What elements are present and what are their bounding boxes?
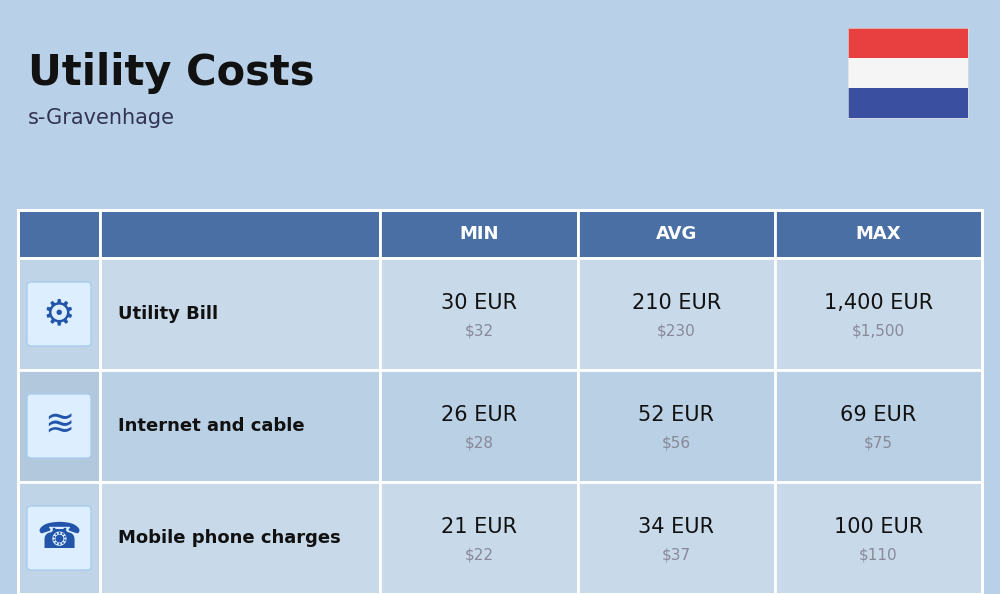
Bar — [578, 258, 775, 370]
Text: Mobile phone charges: Mobile phone charges — [118, 529, 341, 547]
Bar — [848, 88, 968, 118]
Text: 34 EUR: 34 EUR — [639, 517, 714, 537]
Bar — [18, 258, 100, 370]
Bar — [848, 28, 968, 58]
Text: 210 EUR: 210 EUR — [632, 293, 721, 313]
Text: Utility Bill: Utility Bill — [118, 305, 218, 323]
Text: MAX: MAX — [856, 225, 901, 243]
Text: $56: $56 — [662, 435, 691, 450]
Text: 1,400 EUR: 1,400 EUR — [824, 293, 933, 313]
Bar — [18, 370, 100, 482]
FancyBboxPatch shape — [27, 394, 91, 458]
Text: 26 EUR: 26 EUR — [441, 405, 517, 425]
Bar — [578, 370, 775, 482]
Text: $22: $22 — [464, 547, 494, 563]
Bar — [848, 58, 968, 88]
Text: Utility Costs: Utility Costs — [28, 52, 314, 94]
Bar — [848, 28, 968, 118]
Bar — [380, 210, 578, 258]
Text: ☎: ☎ — [36, 521, 82, 555]
Text: $28: $28 — [464, 435, 494, 450]
Bar — [775, 370, 982, 482]
FancyBboxPatch shape — [27, 282, 91, 346]
Bar — [100, 258, 380, 370]
Text: 52 EUR: 52 EUR — [639, 405, 714, 425]
Bar — [578, 210, 775, 258]
Bar — [380, 258, 578, 370]
Bar — [100, 370, 380, 482]
Bar — [18, 210, 100, 258]
Text: s-Gravenhage: s-Gravenhage — [28, 108, 175, 128]
Text: 69 EUR: 69 EUR — [840, 405, 917, 425]
Bar — [18, 210, 982, 594]
FancyBboxPatch shape — [27, 506, 91, 570]
Text: AVG: AVG — [656, 225, 697, 243]
Bar — [380, 370, 578, 482]
Bar — [775, 210, 982, 258]
Text: 100 EUR: 100 EUR — [834, 517, 923, 537]
Text: $230: $230 — [657, 323, 696, 339]
Text: $75: $75 — [864, 435, 893, 450]
Text: $1,500: $1,500 — [852, 323, 905, 339]
Bar — [100, 482, 380, 594]
Bar — [380, 482, 578, 594]
Text: 30 EUR: 30 EUR — [441, 293, 517, 313]
Text: $37: $37 — [662, 547, 691, 563]
Bar — [775, 258, 982, 370]
Text: MIN: MIN — [459, 225, 499, 243]
Bar — [18, 482, 100, 594]
Text: Internet and cable: Internet and cable — [118, 417, 305, 435]
Bar — [100, 210, 380, 258]
Text: ≋: ≋ — [44, 409, 74, 443]
Bar — [775, 482, 982, 594]
Text: 21 EUR: 21 EUR — [441, 517, 517, 537]
Bar — [578, 482, 775, 594]
Text: ⚙: ⚙ — [43, 297, 75, 331]
Text: $32: $32 — [464, 323, 494, 339]
Text: $110: $110 — [859, 547, 898, 563]
